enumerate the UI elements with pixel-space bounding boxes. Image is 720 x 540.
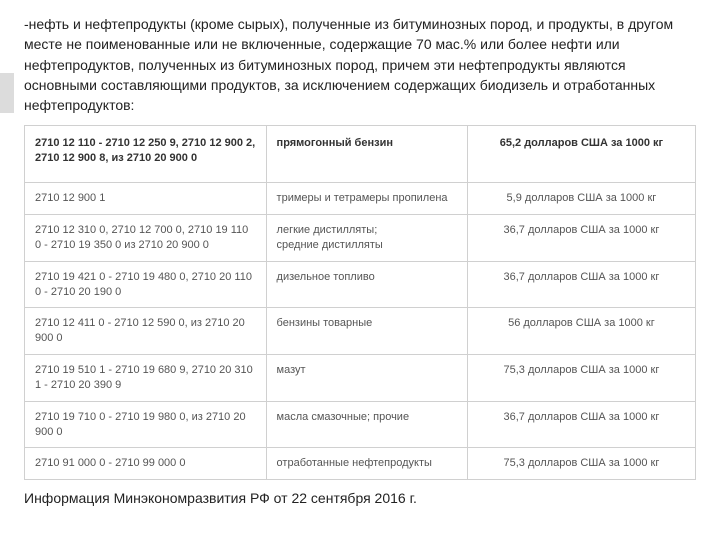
cell-rate: 5,9 долларов США за 1000 кг: [467, 183, 695, 215]
cell-rate: 75,3 долларов США за 1000 кг: [467, 448, 695, 480]
table-row: 2710 12 411 0 - 2710 12 590 0, из 2710 2…: [25, 308, 696, 355]
cell-rate: 75,3 долларов США за 1000 кг: [467, 355, 695, 402]
cell-rate: 36,7 долларов США за 1000 кг: [467, 261, 695, 308]
cell-rate: 36,7 долларов США за 1000 кг: [467, 215, 695, 262]
cell-codes: 2710 19 510 1 - 2710 19 680 9, 2710 20 3…: [25, 355, 267, 402]
decorative-band: [0, 73, 14, 113]
table-row: 2710 19 510 1 - 2710 19 680 9, 2710 20 3…: [25, 355, 696, 402]
cell-codes: 2710 12 411 0 - 2710 12 590 0, из 2710 2…: [25, 308, 267, 355]
cell-codes: 2710 12 310 0, 2710 12 700 0, 2710 19 11…: [25, 215, 267, 262]
cell-description: мазут: [266, 355, 467, 402]
table-row: 2710 91 000 0 - 2710 99 000 0отработанны…: [25, 448, 696, 480]
cell-codes: 2710 19 710 0 - 2710 19 980 0, из 2710 2…: [25, 401, 267, 448]
table-row: 2710 19 710 0 - 2710 19 980 0, из 2710 2…: [25, 401, 696, 448]
table-header-row: 2710 12 110 - 2710 12 250 9, 2710 12 900…: [25, 126, 696, 183]
cell-description: легкие дистилляты; средние дистилляты: [266, 215, 467, 262]
cell-description: тримеры и тетрамеры пропилена: [266, 183, 467, 215]
header-rate: 65,2 долларов США за 1000 кг: [467, 126, 695, 183]
cell-rate: 36,7 долларов США за 1000 кг: [467, 401, 695, 448]
header-description: прямогонный бензин: [266, 126, 467, 183]
cell-description: отработанные нефтепродукты: [266, 448, 467, 480]
header-codes: 2710 12 110 - 2710 12 250 9, 2710 12 900…: [25, 126, 267, 183]
table-row: 2710 12 310 0, 2710 12 700 0, 2710 19 11…: [25, 215, 696, 262]
cell-description: масла смазочные; прочие: [266, 401, 467, 448]
intro-paragraph: -нефть и нефтепродукты (кроме сырых), по…: [24, 14, 696, 115]
intro-text: -нефть и нефтепродукты (кроме сырых), по…: [24, 16, 673, 113]
cell-codes: 2710 91 000 0 - 2710 99 000 0: [25, 448, 267, 480]
cell-codes: 2710 19 421 0 - 2710 19 480 0, 2710 20 1…: [25, 261, 267, 308]
cell-description: дизельное топливо: [266, 261, 467, 308]
table-row: 2710 12 900 1тримеры и тетрамеры пропиле…: [25, 183, 696, 215]
cell-codes: 2710 12 900 1: [25, 183, 267, 215]
cell-description: бензины товарные: [266, 308, 467, 355]
table-row: 2710 19 421 0 - 2710 19 480 0, 2710 20 1…: [25, 261, 696, 308]
source-line: Информация Минэкономразвития РФ от 22 се…: [24, 490, 696, 506]
cell-rate: 56 долларов США за 1000 кг: [467, 308, 695, 355]
tariff-table: 2710 12 110 - 2710 12 250 9, 2710 12 900…: [24, 125, 696, 480]
